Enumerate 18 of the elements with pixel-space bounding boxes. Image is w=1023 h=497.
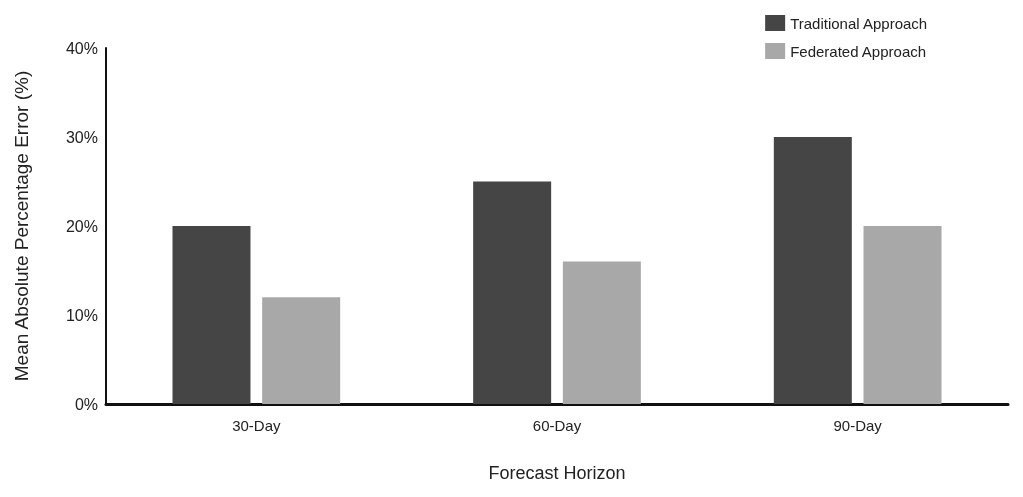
x-axis-title: Forecast Horizon: [488, 463, 626, 483]
y-tick-label: 30%: [65, 128, 98, 146]
bar: [172, 226, 251, 404]
x-tick-label: 90-Day: [833, 417, 883, 434]
y-tick-label: 0%: [74, 395, 98, 413]
bar: [473, 181, 552, 404]
bar: [262, 297, 341, 404]
y-tick-label: 40%: [65, 39, 98, 57]
y-tick-label: 10%: [65, 306, 98, 324]
x-tick-label: 60-Day: [532, 417, 582, 434]
legend-label: Federated Approach: [790, 42, 927, 60]
y-axis-title: Mean Absolute Percentage Error (%): [11, 70, 32, 382]
bar: [773, 137, 852, 404]
bar: [562, 261, 641, 404]
legend-label: Traditional Approach: [790, 14, 928, 32]
y-tick-label: 20%: [65, 217, 98, 235]
bar: [863, 226, 942, 404]
x-tick-label: 30-Day: [232, 417, 282, 434]
